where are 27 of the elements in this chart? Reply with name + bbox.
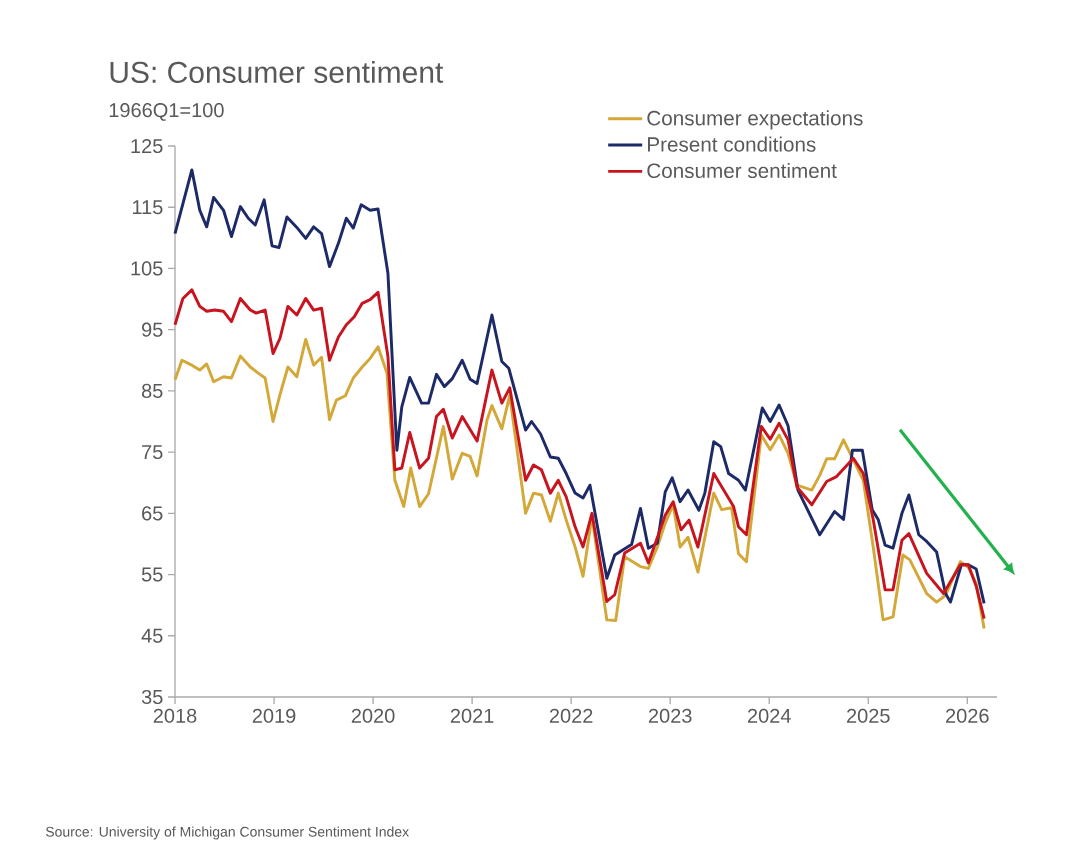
y-tick-label: 115 [132, 200, 163, 215]
legend-label: Present conditions [648, 136, 816, 152]
y-tick-label: 65 [142, 506, 163, 521]
x-tick-label: 2021 [450, 708, 494, 723]
x-tick-label: 2026 [946, 708, 989, 723]
x-tick-label: 2019 [252, 708, 296, 723]
x-tick-label: 2020 [351, 708, 395, 723]
x-tick-label: 2025 [847, 708, 890, 723]
x-tick-label: 2024 [747, 708, 791, 723]
y-tick-label: 45 [141, 628, 163, 643]
y-tick-label: 125 [131, 138, 163, 154]
y-tick-label: 35 [141, 689, 163, 705]
x-tick-label: 2018 [153, 708, 197, 723]
x-tick-label: 2023 [648, 708, 692, 723]
y-tick-label: 85 [141, 383, 163, 398]
chart-title: US: Consumer sentiment [110, 60, 444, 83]
y-tick-label: 105 [131, 261, 163, 276]
y-tick-label: 55 [141, 567, 163, 582]
x-tick-label: 2022 [549, 708, 593, 723]
y-tick-label: 95 [142, 322, 163, 337]
line-series [173, 288, 986, 621]
legend-label: Consumer sentiment [647, 162, 837, 179]
legend-label: Consumer expectations [647, 110, 863, 130]
source-note: Source: University of Michigan Consumer Sentiment Index [45, 826, 409, 840]
y-tick-label: 75 [142, 445, 163, 460]
y-axis-title: 1966Q1=100 [109, 103, 224, 121]
line-series [173, 337, 986, 630]
